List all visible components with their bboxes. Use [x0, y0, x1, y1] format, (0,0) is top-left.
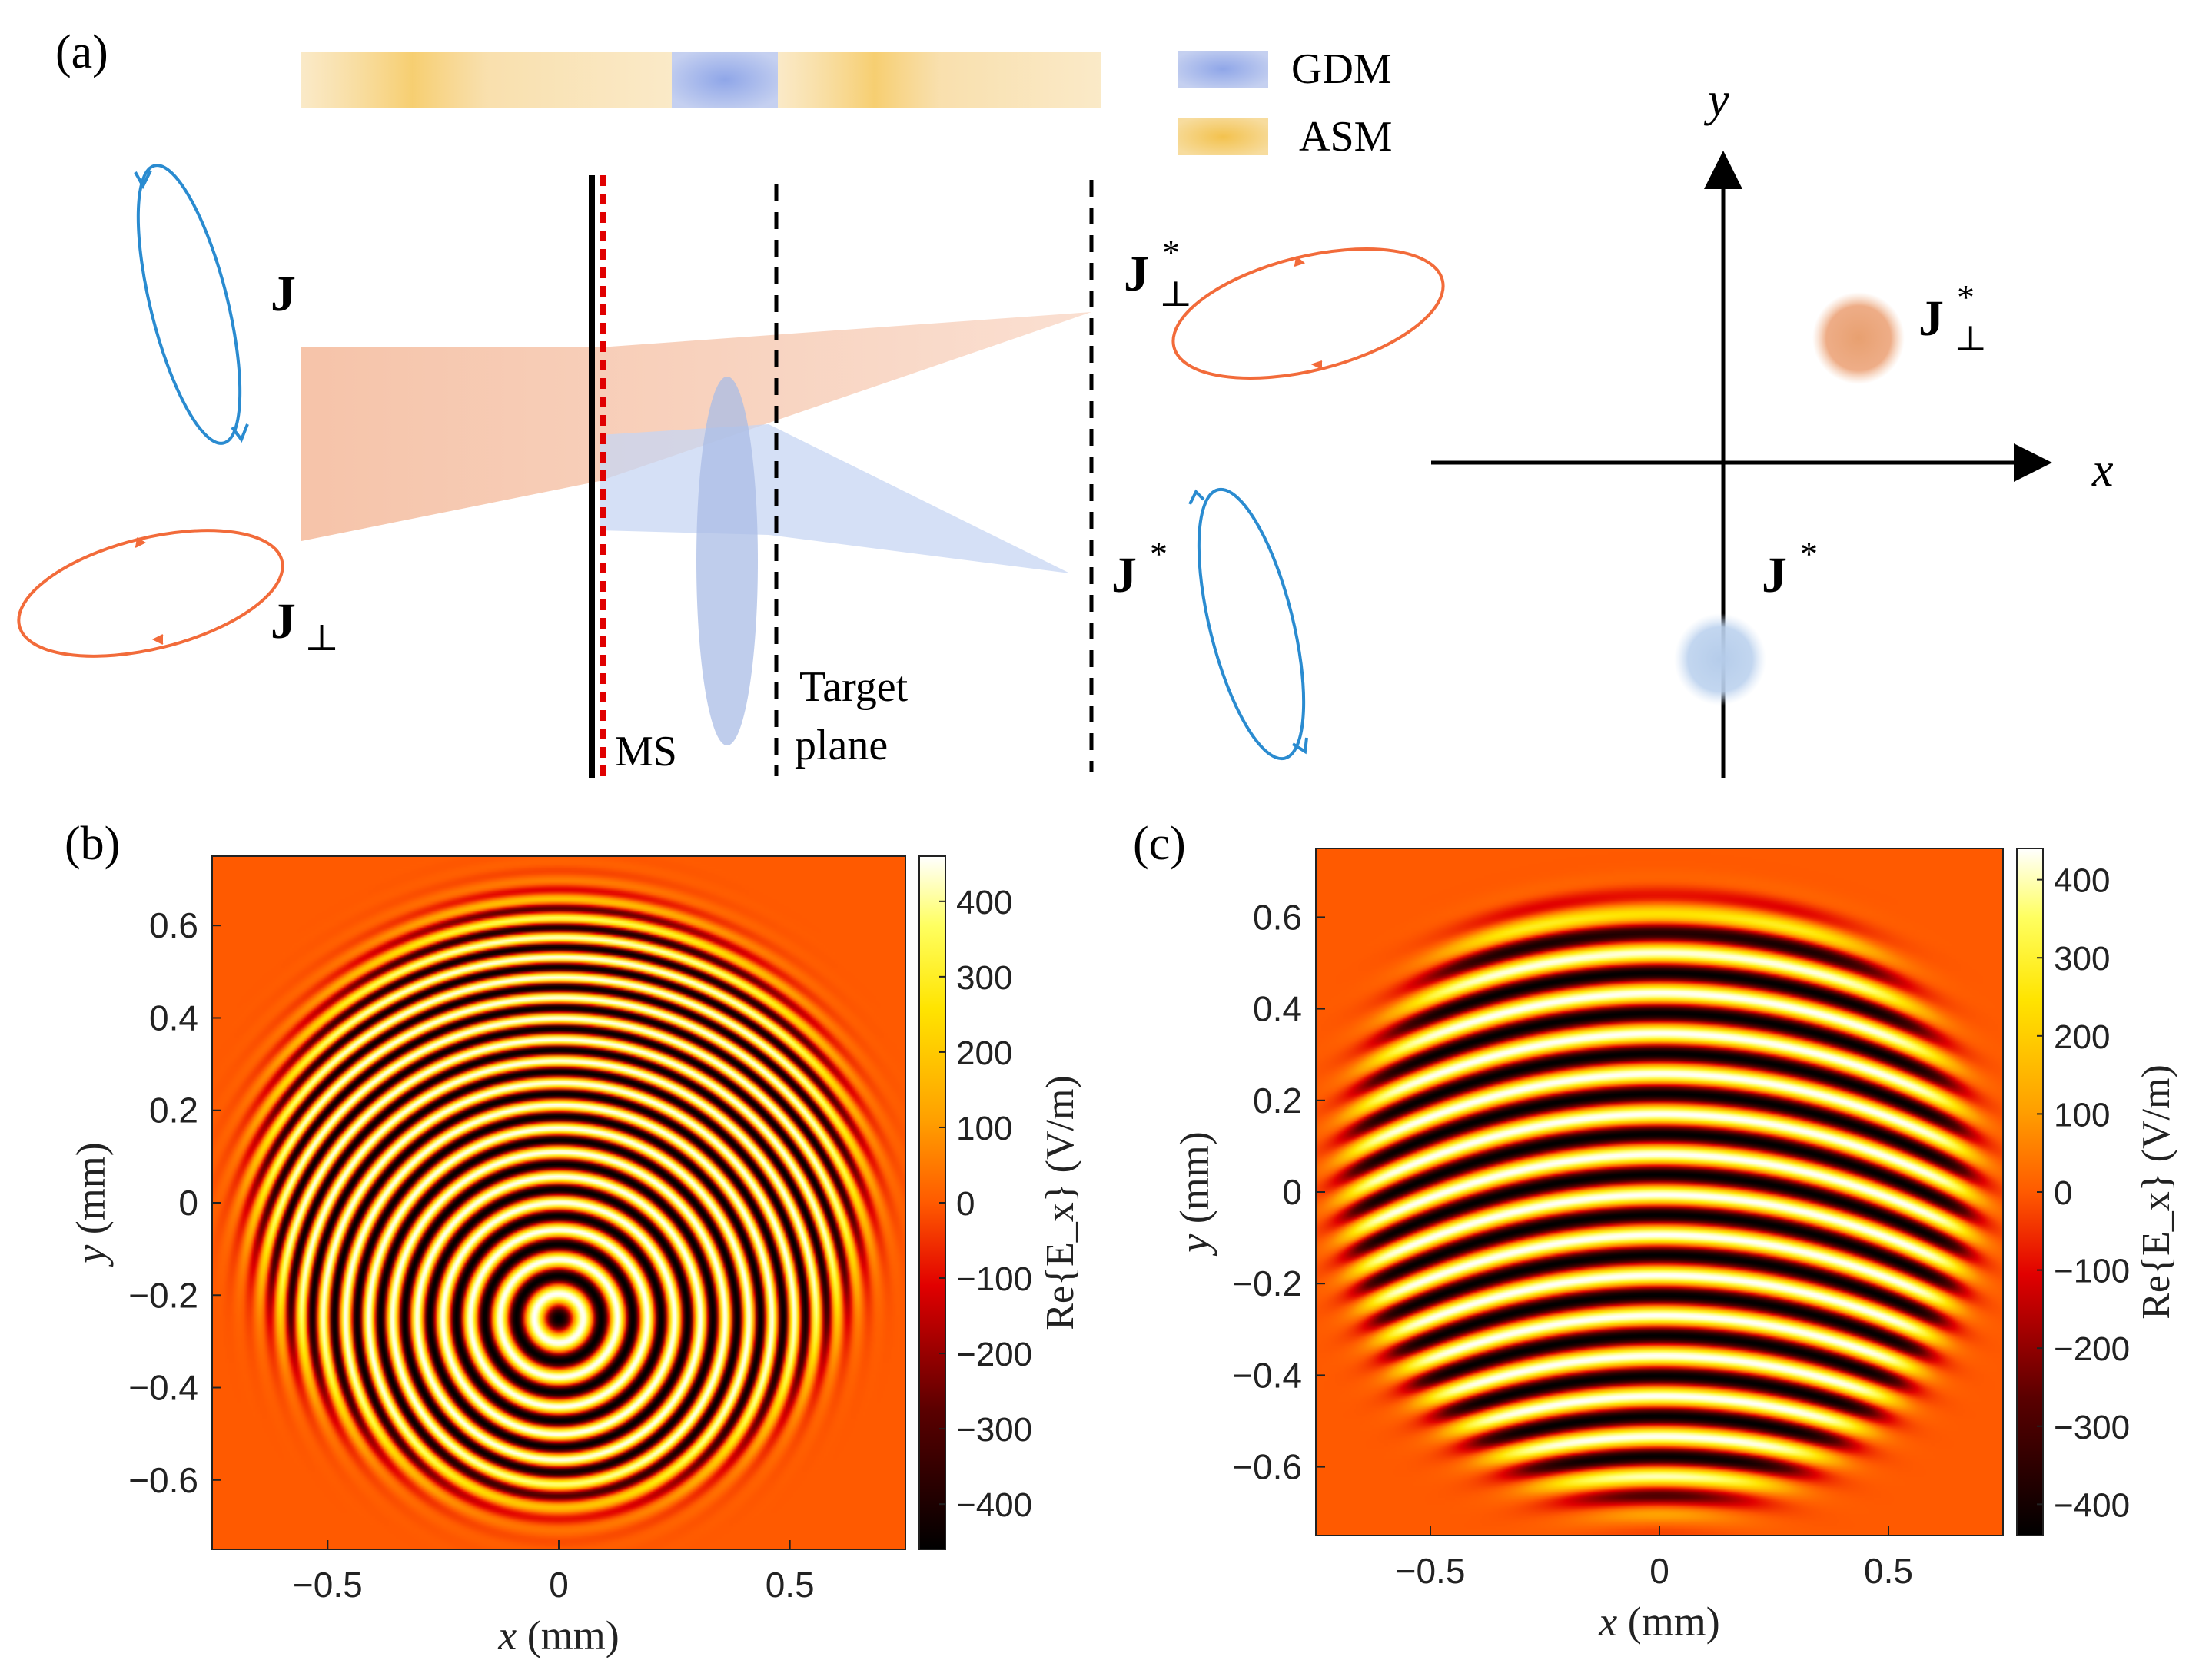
y-tick-label: −0.4 — [128, 1368, 198, 1408]
x-axis-label-unit: (mm) — [517, 1612, 619, 1658]
y-tick-label: 0.4 — [1253, 989, 1302, 1029]
lens — [696, 377, 758, 745]
polarization-j-star-ellipse — [1188, 487, 1308, 761]
x-axis-label: x (mm) — [1598, 1599, 1719, 1645]
y-tick-label: 0.2 — [149, 1091, 198, 1131]
target-plane-label-1: Target — [799, 663, 909, 711]
y-axis-label-unit: (mm) — [1171, 1131, 1217, 1233]
x-axis-label-unit: (mm) — [1617, 1599, 1719, 1645]
x-tick-label: −0.5 — [1396, 1551, 1466, 1591]
colorbar-tick-label: 100 — [956, 1110, 1012, 1147]
method-bar — [301, 52, 1101, 108]
focal-label-jperp-star-sup: * — [1957, 277, 1975, 317]
field-map-b: −0.5 0 0.50.60.40.20−0.2−0.4−0.6x (mm)y (m… — [68, 855, 1082, 1658]
polarization-j-ellipse — [134, 164, 249, 445]
y-tick-label: −0.2 — [1232, 1263, 1302, 1303]
field-map-c: −0.5 0 0.50.60.40.20−0.2−0.4−0.6x (mm)y (m… — [1171, 848, 2178, 1645]
focal-spot-j-star — [1674, 613, 1766, 706]
asm-bar-left — [301, 52, 672, 108]
y-axis-label: y (mm) — [1171, 1131, 1217, 1256]
axis-x-label: x — [2091, 444, 2114, 496]
legend-asm-swatch — [1178, 118, 1268, 155]
colorbar-tick-label: −200 — [956, 1336, 1032, 1373]
gdm-bar-segment — [672, 52, 778, 108]
x-tick-label: 0 — [1649, 1551, 1669, 1591]
polarization-jperp-ellipse — [17, 529, 284, 658]
panel-label-b: (b) — [65, 818, 120, 870]
colorbar-tick-label: −100 — [2054, 1253, 2130, 1290]
label-j-star-sup: * — [1150, 534, 1168, 573]
colorbar-label: Re{E_x} (V/m) — [1038, 1075, 1082, 1330]
y-tick-label: −0.6 — [128, 1460, 198, 1500]
label-jperp-sub: ⊥ — [304, 618, 339, 659]
legend: GDM ASM — [1178, 45, 1392, 161]
y-tick-label: 0 — [1282, 1172, 1302, 1212]
y-tick-label: −0.4 — [1232, 1355, 1302, 1395]
colorbar-tick-label: 100 — [2054, 1096, 2110, 1134]
colorbar-tick-label: −400 — [956, 1486, 1032, 1524]
legend-gdm-swatch — [1178, 51, 1268, 88]
colorbar-tick-label: −400 — [2054, 1486, 2130, 1524]
colorbar-tick-label: −100 — [956, 1260, 1032, 1298]
label-jperp-star: J — [1124, 246, 1149, 302]
field-heatmap — [212, 856, 905, 1549]
panel-label-c: (c) — [1133, 818, 1186, 870]
blue-beam — [600, 424, 1070, 573]
polarization-jperp-star-ellipse — [1171, 247, 1445, 380]
colorbar-tick-label: 0 — [2054, 1174, 2072, 1212]
label-jperp: J — [271, 593, 296, 649]
x-tick-label: 0.5 — [1864, 1551, 1913, 1591]
y-tick-label: −0.6 — [1232, 1447, 1302, 1487]
colorbar-tick-label: −300 — [2054, 1409, 2130, 1446]
asm-bar-right — [778, 52, 1101, 108]
focal-spot-jperp-star — [1812, 292, 1905, 384]
focal-label-jperp-star-sub: ⊥ — [1954, 319, 1987, 358]
focal-label-j-star-sup: * — [1800, 534, 1818, 573]
label-j-star: J — [1111, 547, 1137, 603]
axis-y-label: y — [1703, 74, 1729, 126]
colorbar-tick-label: 400 — [2054, 862, 2110, 900]
label-jperp-star-sup: * — [1162, 233, 1180, 272]
y-tick-label: 0.6 — [149, 905, 198, 945]
x-axis-label-var: x — [497, 1612, 517, 1658]
focal-coordinate-axes: x y — [1431, 74, 2114, 778]
x-tick-label: −0.5 — [293, 1565, 363, 1605]
y-tick-label: 0.4 — [149, 998, 198, 1038]
y-axis-label-var: y — [68, 1245, 114, 1267]
legend-gdm-label: GDM — [1291, 45, 1392, 93]
panel-label-a: (a) — [55, 26, 108, 78]
colorbar-tick-label: 0 — [956, 1185, 975, 1223]
y-tick-label: 0.2 — [1253, 1081, 1302, 1121]
y-axis-label-unit: (mm) — [68, 1142, 114, 1244]
y-axis-label-var: y — [1171, 1234, 1217, 1257]
field-heatmap — [1316, 848, 2003, 1536]
x-axis-label: x (mm) — [497, 1612, 619, 1658]
colorbar-tick-label: 300 — [956, 959, 1012, 997]
label-j: J — [271, 266, 296, 322]
y-tick-label: 0.6 — [1253, 897, 1302, 937]
colorbar-tick-label: −200 — [2054, 1330, 2130, 1368]
target-plane-label-2: plane — [795, 722, 888, 769]
focal-label-j-star: J — [1762, 547, 1787, 603]
colorbar-label: Re{E_x} (V/m) — [2134, 1064, 2178, 1320]
label-jperp-star-sub: ⊥ — [1159, 274, 1192, 314]
colorbar-tick-label: 200 — [2054, 1018, 2110, 1056]
x-tick-label: 0 — [549, 1565, 569, 1605]
focal-label-jperp-star: J — [1918, 291, 1944, 347]
y-axis-label: y (mm) — [68, 1142, 114, 1267]
orange-beam — [301, 312, 1091, 541]
colorbar-tick-label: −300 — [956, 1411, 1032, 1449]
colorbar-tick-label: 400 — [956, 884, 1012, 921]
colorbar-tick-label: 200 — [956, 1034, 1012, 1072]
x-axis-label-var: x — [1598, 1599, 1617, 1645]
x-tick-label: 0.5 — [766, 1565, 815, 1605]
colorbar-tick-label: 300 — [2054, 940, 2110, 978]
y-tick-label: 0 — [178, 1183, 198, 1223]
ms-label: MS — [615, 728, 677, 775]
y-tick-label: −0.2 — [128, 1275, 198, 1315]
legend-asm-label: ASM — [1299, 113, 1392, 161]
